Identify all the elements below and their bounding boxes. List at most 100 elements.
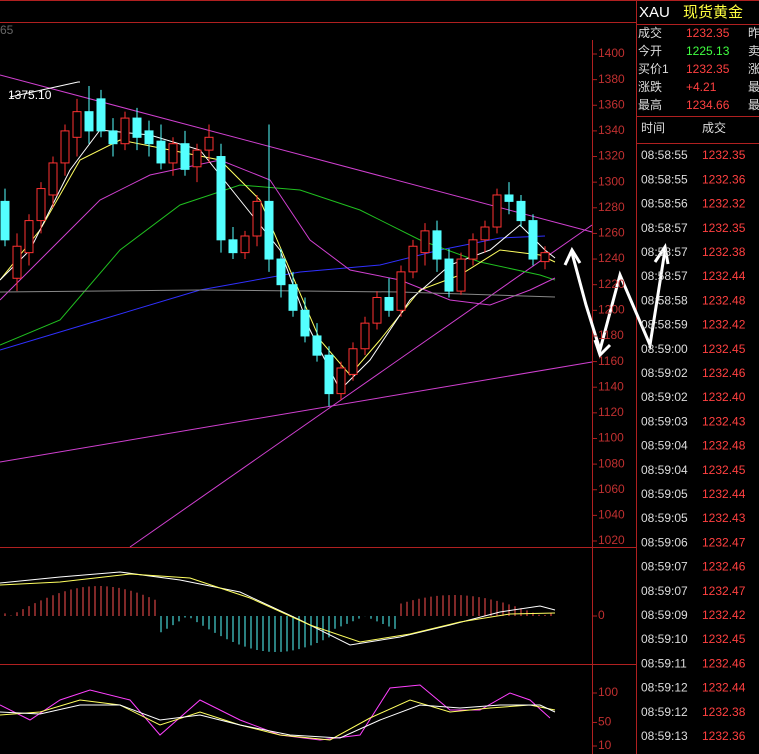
candle-body (408, 245, 418, 273)
candle-body (72, 111, 82, 138)
trade-time: 08:59:03 (641, 414, 688, 428)
trade-time: 08:59:02 (641, 366, 688, 380)
quote-label: 今开 (638, 43, 662, 58)
candle-body (288, 284, 298, 311)
quote-label-cut: 昨 (748, 26, 759, 40)
kdj-lines (0, 684, 556, 741)
trade-time: 08:59:13 (641, 729, 688, 743)
price-annotation: 1375.10 (8, 88, 52, 102)
trade-time: 08:59:02 (641, 390, 688, 404)
trade-price: 1232.45 (702, 463, 746, 477)
trade-time: 08:58:57 (641, 245, 688, 259)
macd-lines (0, 571, 556, 646)
trades-header-price: 成交 (702, 120, 726, 135)
trade-time: 08:59:05 (641, 511, 688, 525)
trade-price: 1232.36 (702, 172, 746, 186)
trade-price: 1232.32 (702, 197, 746, 211)
candle-body (60, 130, 70, 164)
candle-body (492, 194, 502, 228)
trade-time: 08:58:58 (641, 293, 688, 307)
candle-body (348, 348, 358, 375)
candle-body (84, 111, 94, 132)
quote-value: 1232.35 (686, 62, 730, 76)
quote-label-cut: 卖 (748, 44, 759, 58)
quote-value: 1232.35 (686, 26, 730, 40)
candle-body (180, 143, 190, 170)
candle-body (216, 156, 226, 241)
candle-body (24, 220, 34, 254)
quote-label: 最高 (638, 97, 662, 112)
candle-body (132, 117, 142, 138)
trade-time: 08:59:09 (641, 608, 688, 622)
axis-tick-label: 0 (598, 608, 605, 622)
trade-price: 1232.44 (702, 269, 746, 283)
candle-body (96, 98, 106, 132)
instrument-name: 现货黄金 (683, 4, 743, 21)
trade-time: 08:59:10 (641, 632, 688, 646)
price-tick-label: 1040 (598, 508, 625, 522)
candle-body (516, 200, 526, 222)
trade-time: 08:59:07 (641, 584, 688, 598)
corner-label: 65 (0, 23, 14, 37)
candle-body (168, 143, 178, 164)
candle-body (324, 354, 334, 395)
price-tick-label: 1400 (598, 46, 625, 60)
trade-time: 08:58:55 (641, 148, 688, 162)
candle-body (36, 188, 46, 222)
trade-price: 1232.43 (702, 511, 746, 525)
trade-time: 08:59:05 (641, 487, 688, 501)
instrument-code: XAU (639, 4, 670, 21)
axis-tick-label: 100 (598, 685, 618, 699)
trade-price: 1232.44 (702, 487, 746, 501)
candle-body (420, 230, 430, 254)
price-tick-label: 1320 (598, 149, 625, 163)
trade-price: 1232.45 (702, 342, 746, 356)
trade-time: 08:59:12 (641, 705, 688, 719)
candle-body (396, 271, 406, 311)
price-tick-label: 1060 (598, 482, 625, 496)
trade-price: 1232.47 (702, 584, 746, 598)
candle-body (504, 194, 514, 202)
candle-body (456, 258, 466, 292)
candle-body (432, 230, 442, 260)
candle-body (156, 140, 166, 164)
price-tick-label: 1340 (598, 123, 625, 137)
trade-time: 08:58:56 (641, 197, 688, 211)
price-tick-label: 1140 (598, 379, 624, 393)
candle-body (264, 200, 274, 260)
quote-label-cut: 最 (748, 98, 759, 112)
trade-price: 1232.47 (702, 535, 746, 549)
quote-value: 1234.66 (686, 98, 730, 112)
trade-time: 08:58:57 (641, 221, 688, 235)
trade-price: 1232.42 (702, 318, 746, 332)
candle-body (48, 162, 58, 196)
trade-time: 08:59:07 (641, 560, 688, 574)
candle-body (372, 297, 382, 324)
price-tick-label: 1280 (598, 200, 625, 214)
trade-price: 1232.36 (702, 729, 746, 743)
price-tick-label: 1180 (598, 328, 624, 342)
price-tick-label: 1300 (598, 174, 625, 188)
trade-time: 08:59:06 (641, 535, 688, 549)
price-tick-label: 1360 (598, 97, 625, 111)
trade-price: 1232.46 (702, 366, 746, 380)
candle-body (240, 235, 250, 254)
candle-body (480, 226, 490, 241)
candle-body (312, 335, 322, 356)
price-tick-label: 1240 (598, 251, 625, 265)
trades-header-time: 时间 (641, 121, 665, 135)
trade-price: 1232.46 (702, 560, 746, 574)
pattern-arrows (563, 243, 670, 358)
axis-tick-label: 50 (598, 715, 612, 729)
trade-price: 1232.35 (702, 148, 746, 162)
candle-body (144, 130, 154, 145)
trade-price: 1232.43 (702, 414, 746, 428)
trade-price: 1232.38 (702, 245, 746, 259)
candle-body (300, 309, 310, 337)
trade-time: 08:58:57 (641, 269, 688, 283)
candle-body (540, 252, 550, 263)
trade-time: 08:59:11 (641, 656, 687, 670)
price-tick-label: 1160 (598, 354, 624, 368)
quote-value: 1225.13 (686, 44, 730, 58)
